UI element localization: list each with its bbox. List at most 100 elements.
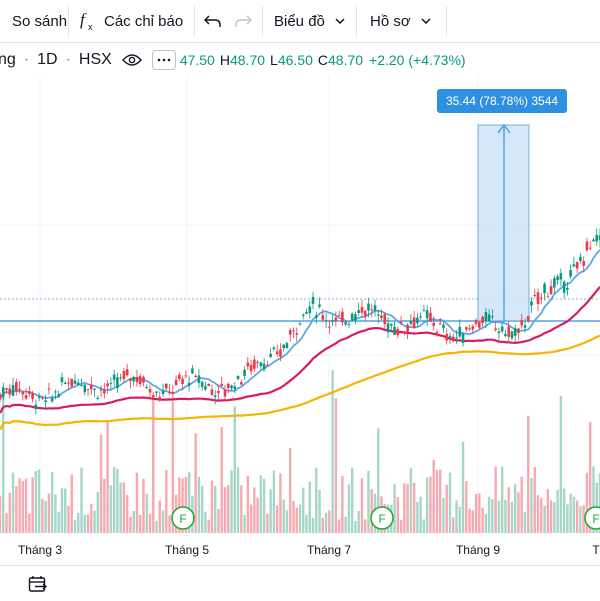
candle-body bbox=[161, 390, 165, 395]
event-marker-label: F bbox=[179, 512, 186, 526]
chart-menu-button[interactable]: Biểu đồ bbox=[274, 0, 345, 42]
candle-body bbox=[187, 382, 191, 386]
volume-bar bbox=[347, 484, 351, 533]
candle-body bbox=[213, 395, 217, 397]
volume-bar bbox=[223, 487, 227, 533]
symbol-name[interactable]: ng bbox=[0, 51, 16, 68]
candle-body bbox=[226, 383, 230, 389]
candle-body bbox=[432, 322, 435, 326]
volume-bar bbox=[559, 395, 563, 533]
candle-body bbox=[18, 388, 21, 391]
volume-bar bbox=[24, 478, 28, 533]
volume-bar bbox=[311, 517, 315, 533]
volume-bar bbox=[569, 493, 572, 533]
candle-body bbox=[585, 241, 589, 251]
volume-bar bbox=[321, 517, 325, 533]
redo-icon bbox=[234, 14, 252, 28]
candle-body bbox=[425, 310, 429, 319]
volume-bar bbox=[70, 474, 73, 533]
candle-body bbox=[57, 394, 60, 397]
volume-bar bbox=[598, 473, 600, 533]
volume-bar bbox=[148, 513, 152, 533]
volume-bar bbox=[530, 477, 533, 533]
event-marker bbox=[171, 506, 195, 530]
ma-long-line bbox=[0, 334, 600, 431]
volume-bar bbox=[266, 513, 269, 533]
volume-bar bbox=[419, 496, 422, 533]
candle-body bbox=[129, 378, 132, 381]
candle-body bbox=[582, 261, 585, 266]
candle-body bbox=[262, 363, 266, 370]
candle-body bbox=[28, 390, 31, 394]
candle-body bbox=[393, 326, 396, 335]
candle-body bbox=[305, 312, 308, 314]
candle-body bbox=[468, 328, 471, 330]
svg-text:f: f bbox=[80, 11, 87, 29]
eye-icon[interactable] bbox=[121, 53, 142, 67]
candle-body bbox=[158, 396, 162, 399]
candle-body bbox=[70, 378, 74, 387]
volume-bar bbox=[112, 466, 116, 533]
candle-body bbox=[520, 320, 524, 326]
calendar-goto-icon[interactable] bbox=[28, 575, 48, 593]
undo-icon bbox=[204, 14, 222, 28]
volume-bar bbox=[15, 486, 18, 533]
volume-bar bbox=[494, 466, 497, 533]
volume-bar bbox=[409, 468, 413, 533]
candle-body bbox=[553, 278, 556, 288]
volume-bar bbox=[181, 478, 184, 533]
candle-body bbox=[210, 389, 214, 395]
candle-body bbox=[569, 270, 572, 277]
volume-bar bbox=[484, 513, 488, 533]
volume-bar bbox=[204, 511, 207, 533]
candle-body bbox=[595, 234, 599, 242]
compare-label: So sánh bbox=[12, 12, 68, 30]
svg-text:x: x bbox=[88, 22, 93, 31]
volume-bar bbox=[500, 466, 504, 533]
more-icon[interactable] bbox=[151, 50, 176, 70]
redo-button[interactable] bbox=[234, 0, 252, 42]
event-marker-label: F bbox=[592, 512, 599, 526]
interval-label[interactable]: 1D bbox=[37, 51, 58, 68]
volume-bar bbox=[585, 472, 589, 533]
candle-body bbox=[63, 382, 67, 385]
volume-bar bbox=[106, 420, 109, 533]
volume-bar bbox=[31, 477, 34, 533]
candle-body bbox=[390, 323, 393, 326]
candle-body bbox=[96, 397, 100, 400]
candle-body bbox=[448, 335, 452, 338]
undo-button[interactable] bbox=[204, 0, 222, 42]
candle-body bbox=[481, 316, 484, 324]
profile-menu-button[interactable]: Hồ sơ bbox=[370, 0, 431, 42]
candle-body bbox=[41, 397, 44, 399]
volume-bar bbox=[425, 477, 429, 533]
candle-body bbox=[484, 311, 488, 321]
high-value: 48.70 bbox=[229, 52, 266, 68]
volume-bar bbox=[364, 519, 367, 533]
candle-body bbox=[112, 374, 116, 380]
volume-bar bbox=[302, 487, 305, 533]
volume-bar bbox=[5, 513, 8, 533]
candle-body bbox=[90, 384, 93, 390]
candle-body bbox=[253, 359, 256, 369]
candle-body bbox=[204, 386, 207, 390]
volume-bar bbox=[184, 477, 188, 533]
candle-body bbox=[15, 381, 18, 392]
volume-bar bbox=[341, 476, 344, 533]
candle-body bbox=[337, 315, 341, 317]
compare-button[interactable]: So sánh bbox=[12, 0, 67, 42]
candle-body bbox=[308, 306, 312, 314]
volume-bar bbox=[305, 514, 308, 533]
candle-body bbox=[135, 376, 139, 383]
volume-bar bbox=[468, 508, 471, 533]
high-label: H bbox=[219, 52, 230, 68]
volume-bar bbox=[11, 472, 15, 533]
volume-bar bbox=[334, 398, 338, 533]
candle-body bbox=[406, 324, 409, 332]
volume-bar bbox=[439, 469, 442, 533]
toolbar-divider bbox=[446, 6, 447, 36]
volume-bar bbox=[399, 519, 403, 533]
